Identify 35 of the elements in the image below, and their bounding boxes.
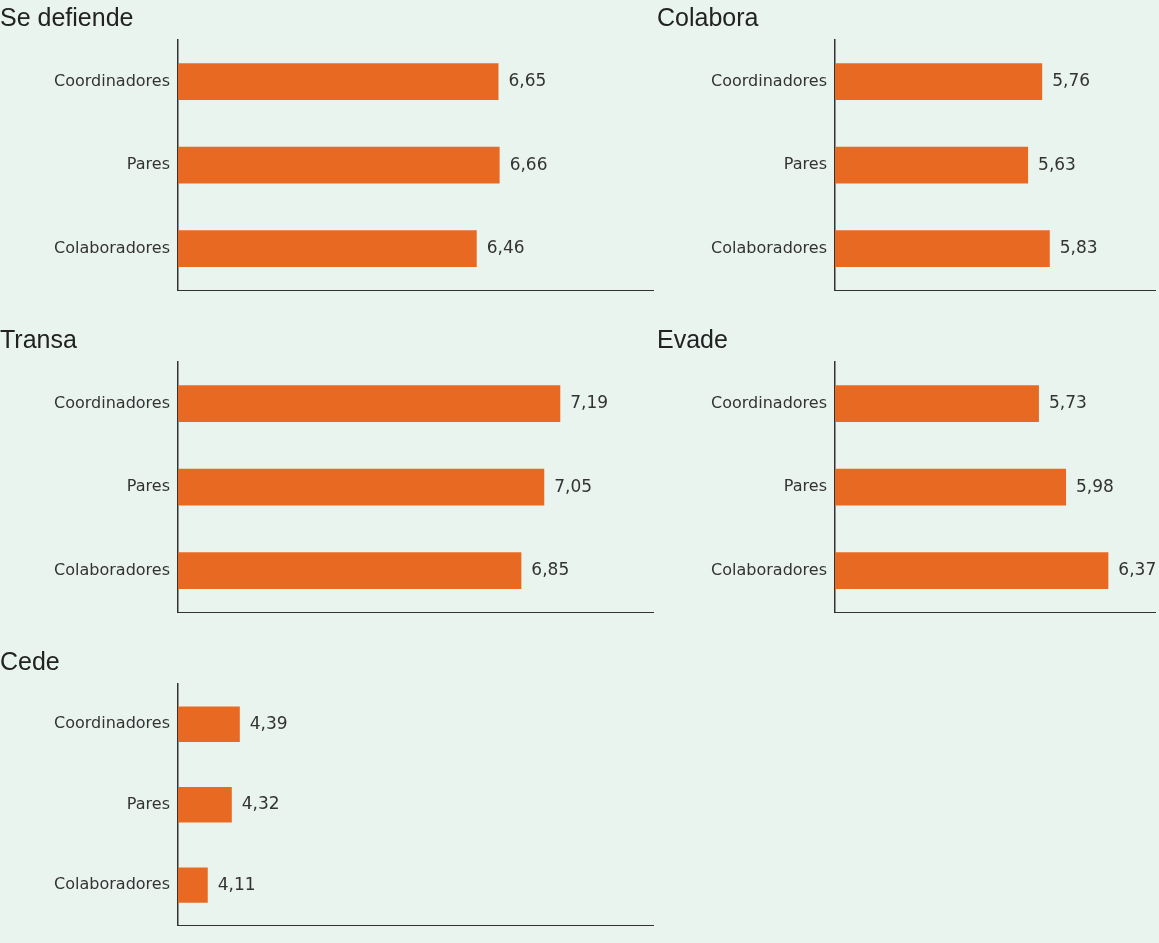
y-tick-label: Pares: [783, 476, 827, 496]
y-tick-label: Coordinadores: [54, 70, 170, 90]
y-tick-label: Coordinadores: [54, 392, 170, 412]
data-label: 6,65: [508, 70, 547, 91]
y-tick-label: Pares: [126, 793, 170, 813]
y-tick-label: Coordinadores: [711, 70, 827, 90]
data-label: 4,32: [241, 793, 280, 814]
data-label: 7,05: [554, 475, 593, 496]
chart-title: Cede: [0, 646, 60, 675]
data-label: 5,63: [1038, 153, 1076, 174]
data-label: 5,76: [1052, 70, 1091, 91]
data-label: 7,19: [570, 392, 609, 413]
y-tick-label: Coordinadores: [711, 392, 827, 412]
y-tick-label: Coordinadores: [54, 713, 170, 733]
data-label: 5,83: [1059, 237, 1098, 258]
data-label: 6,66: [509, 153, 548, 174]
y-tick-label: Colaboradores: [711, 237, 827, 257]
data-label: 6,85: [531, 559, 570, 580]
data-label: 4,39: [249, 712, 288, 733]
y-tick-label: Pares: [126, 154, 170, 174]
y-tick-label: Pares: [126, 476, 170, 496]
chart-title: Evade: [657, 324, 728, 353]
y-tick-label: Colaboradores: [54, 874, 170, 894]
data-label: 5,98: [1076, 475, 1114, 496]
chart-title: Colabora: [657, 2, 759, 31]
y-tick-label: Colaboradores: [54, 559, 170, 579]
data-label: 5,73: [1048, 392, 1087, 413]
chart-title: Transa: [0, 324, 77, 353]
data-label: 6,46: [486, 237, 525, 258]
y-tick-label: Colaboradores: [54, 237, 170, 257]
data-label: 4,11: [217, 873, 256, 894]
data-label: 6,37: [1118, 559, 1157, 580]
y-tick-label: Colaboradores: [711, 559, 827, 579]
y-tick-label: Pares: [783, 154, 827, 174]
chart-title: Se defiende: [0, 2, 134, 31]
